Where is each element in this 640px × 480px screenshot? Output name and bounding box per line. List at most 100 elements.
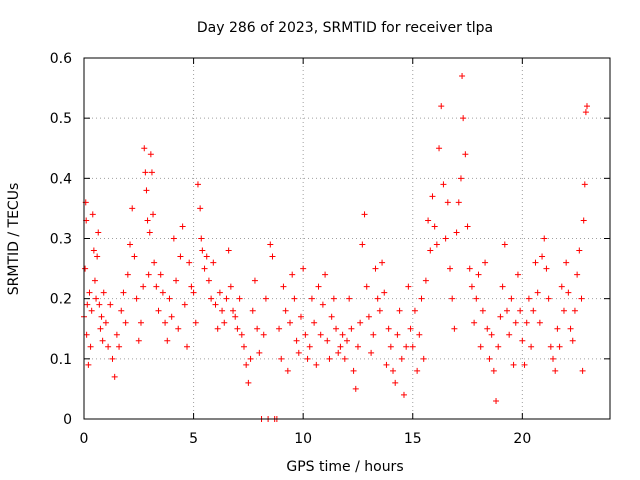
- data-point: [396, 307, 403, 314]
- data-point: [278, 355, 285, 362]
- data-point: [453, 229, 460, 236]
- data-point: [319, 301, 326, 308]
- data-point: [379, 259, 386, 266]
- data-point: [462, 151, 469, 158]
- data-point: [98, 313, 105, 320]
- data-point: [370, 331, 377, 338]
- data-point: [394, 331, 401, 338]
- data-point: [173, 277, 180, 284]
- data-point: [429, 193, 436, 200]
- data-point: [137, 319, 144, 326]
- data-point: [100, 289, 107, 296]
- data-point: [387, 343, 394, 350]
- data-point: [473, 295, 480, 302]
- data-point: [162, 319, 169, 326]
- data-point: [170, 235, 177, 242]
- data-point: [532, 259, 539, 266]
- data-point: [99, 337, 106, 344]
- data-point: [232, 313, 239, 320]
- data-point: [582, 109, 589, 116]
- data-point: [188, 283, 195, 290]
- data-point: [534, 289, 541, 296]
- data-point: [249, 307, 256, 314]
- data-point: [238, 331, 245, 338]
- data-point: [330, 295, 337, 302]
- data-point: [84, 301, 91, 308]
- data-point: [545, 295, 552, 302]
- data-point: [514, 271, 521, 278]
- data-point: [184, 343, 191, 350]
- data-point: [179, 223, 186, 230]
- data-point: [418, 295, 425, 302]
- data-point: [102, 319, 109, 326]
- data-point: [181, 301, 188, 308]
- data-point: [337, 343, 344, 350]
- data-point: [525, 295, 532, 302]
- data-point: [403, 343, 410, 350]
- data-point: [247, 355, 254, 362]
- data-point: [580, 217, 587, 224]
- data-point: [251, 277, 258, 284]
- data-point: [365, 313, 372, 320]
- data-point: [311, 319, 318, 326]
- x-axis-label: GPS time / hours: [286, 459, 403, 475]
- data-point: [124, 271, 131, 278]
- plot-frame: [83, 57, 611, 420]
- data-point: [313, 361, 320, 368]
- data-point: [131, 253, 138, 260]
- data-point: [420, 355, 427, 362]
- data-point: [392, 379, 399, 386]
- data-point: [147, 151, 154, 158]
- data-point: [501, 241, 508, 248]
- x-tick-label: 0: [80, 431, 89, 447]
- data-point: [495, 343, 502, 350]
- data-point: [381, 289, 388, 296]
- data-point: [361, 211, 368, 218]
- data-point: [150, 211, 157, 218]
- x-tick-label: 20: [513, 431, 531, 447]
- data-point: [317, 331, 324, 338]
- data-point: [335, 349, 342, 356]
- data-point: [385, 325, 392, 332]
- data-point: [414, 367, 421, 374]
- data-point: [490, 367, 497, 374]
- y-tick-label: 0.3: [50, 232, 72, 248]
- data-point: [416, 331, 423, 338]
- data-point: [144, 217, 151, 224]
- data-point: [530, 307, 537, 314]
- data-point: [326, 355, 333, 362]
- data-point: [153, 283, 160, 290]
- data-point: [433, 241, 440, 248]
- y-tick-label: 0.1: [50, 352, 72, 368]
- data-point: [436, 145, 443, 152]
- data-point: [459, 73, 466, 80]
- data-point: [558, 283, 565, 290]
- data-point: [186, 259, 193, 266]
- y-tick-label: 0.5: [50, 111, 72, 127]
- data-point: [464, 223, 471, 230]
- data-point: [560, 307, 567, 314]
- data-point: [517, 307, 524, 314]
- y-tick-label: 0: [63, 412, 72, 428]
- data-point: [398, 355, 405, 362]
- data-point: [192, 319, 199, 326]
- data-point: [300, 265, 307, 272]
- data-point: [569, 337, 576, 344]
- data-point: [578, 295, 585, 302]
- data-point: [460, 115, 467, 122]
- data-point: [306, 343, 313, 350]
- data-point: [324, 337, 331, 344]
- data-point: [383, 361, 390, 368]
- data-point: [493, 397, 500, 404]
- data-point: [449, 295, 456, 302]
- data-point: [166, 295, 173, 302]
- data-point: [565, 289, 572, 296]
- data-point: [199, 247, 206, 254]
- data-point: [425, 217, 432, 224]
- data-point: [133, 295, 140, 302]
- data-point: [223, 295, 230, 302]
- data-point: [221, 319, 228, 326]
- data-point: [111, 373, 118, 380]
- data-point: [260, 331, 267, 338]
- data-point: [287, 319, 294, 326]
